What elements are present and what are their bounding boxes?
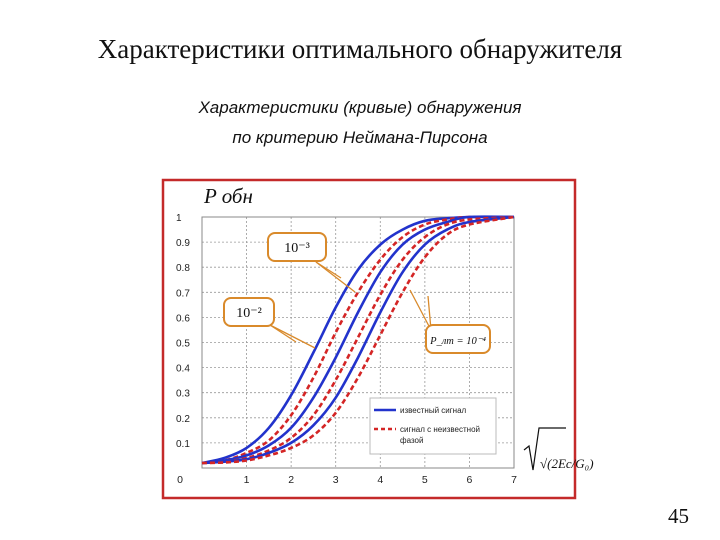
chart-frame (161, 178, 577, 500)
chart-legend: известный сигнал сигнал с неизвестной фа… (369, 397, 497, 455)
x-axis-ticks: 0 1 2 3 4 5 6 7 (177, 474, 517, 486)
y-tick-label: 0.5 (176, 339, 190, 350)
y-tick-label: 0.4 (176, 364, 190, 375)
svg-text:P_лт = 10⁻⁴: P_лт = 10⁻⁴ (429, 336, 486, 347)
x-tick-label: 4 (377, 474, 383, 486)
annotation-pf-c: P_лт = 10⁻⁴ (425, 324, 491, 354)
x-tick-label: 0 (177, 474, 183, 486)
page-number: 45 (668, 504, 689, 528)
y-tick-label: 0.1 (176, 439, 190, 450)
series-line-known-0 (201, 215, 515, 465)
x-axis-label-text: √(2Eс/G₀) (540, 456, 594, 471)
chart-subtitle-line1: Характеристики (кривые) обнаружения (198, 98, 522, 117)
legend-label-unknown-line1: сигнал с неизвестной (400, 425, 480, 434)
y-axis-label: P обн (203, 184, 253, 208)
svg-text:10⁻³: 10⁻³ (284, 241, 310, 256)
series-line-unknown-1 (201, 215, 515, 465)
x-tick-label: 7 (511, 474, 517, 486)
series-line-unknown-3 (201, 215, 515, 465)
callout-leaders (269, 261, 432, 349)
x-tick-label: 1 (244, 474, 250, 486)
y-tick-label: 0.7 (176, 288, 190, 299)
series-line-known-2 (201, 215, 515, 465)
x-tick-label: 2 (288, 474, 294, 486)
y-tick-label: 1 (176, 213, 182, 224)
series-line-unknown-5 (201, 215, 515, 465)
x-tick-label: 5 (422, 474, 428, 486)
series-layer (201, 215, 515, 465)
x-axis-label: √(2Eс/G₀) (523, 427, 594, 471)
y-tick-label: 0.9 (176, 238, 190, 249)
x-tick-label: 6 (467, 474, 473, 486)
page-title: Характеристики оптимального обнаружителя (97, 34, 623, 64)
svg-text:10⁻²: 10⁻² (236, 306, 262, 321)
x-tick-label: 3 (333, 474, 339, 486)
y-tick-label: 0.3 (176, 389, 190, 400)
y-tick-label: 0.6 (176, 313, 190, 324)
y-tick-label: 0.2 (176, 414, 190, 425)
series-line-known-4 (201, 215, 515, 465)
annotation-pf-a: 10⁻³ (267, 232, 327, 262)
legend-label-unknown-line2: фазой (400, 436, 423, 445)
chart-subtitle-line2: по критерию Неймана-Пирсона (232, 128, 488, 147)
y-axis-ticks: 0.1 0.2 0.3 0.4 0.5 0.6 0.7 0.8 0.9 1 (176, 213, 190, 450)
plot-area (201, 216, 515, 469)
annotation-pf-b: 10⁻² (223, 297, 275, 327)
legend-label-known: известный сигнал (400, 406, 467, 415)
y-tick-label: 0.8 (176, 263, 190, 274)
